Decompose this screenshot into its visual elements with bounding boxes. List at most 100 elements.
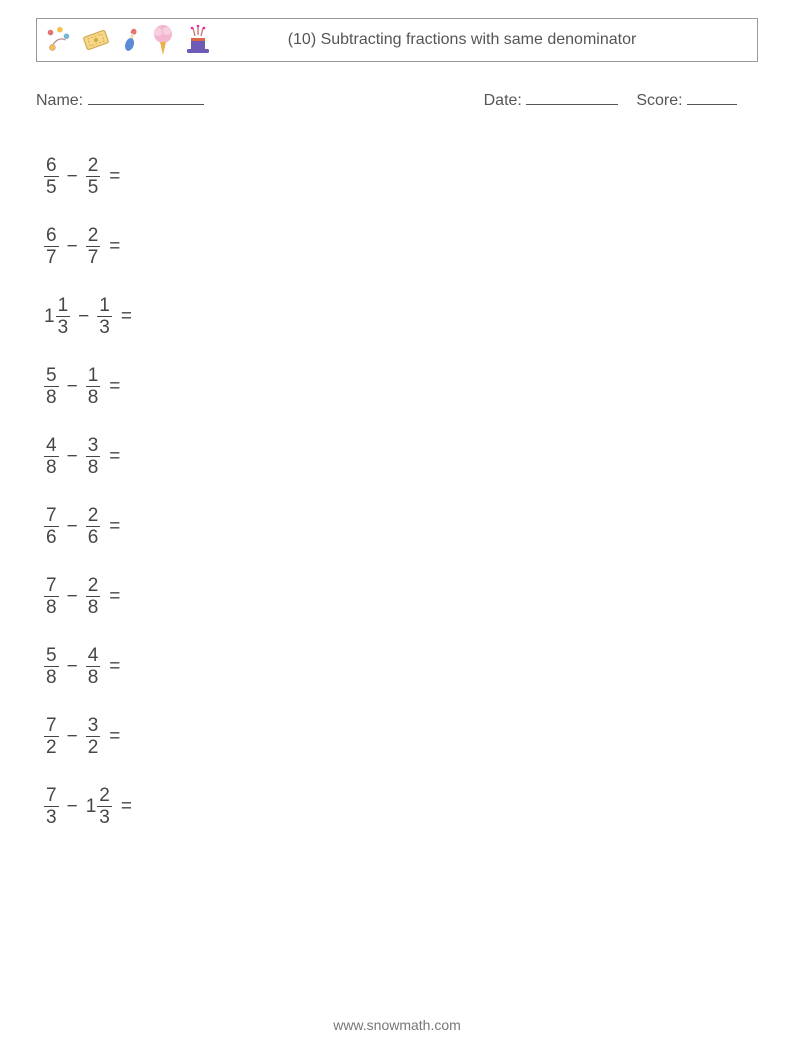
denominator: 8 bbox=[44, 667, 59, 688]
denominator: 8 bbox=[86, 597, 101, 618]
name-blank[interactable] bbox=[88, 88, 204, 105]
numerator: 5 bbox=[44, 365, 59, 386]
minus-operator: − bbox=[67, 796, 78, 818]
fraction: 13 bbox=[56, 295, 71, 338]
minus-operator: − bbox=[67, 656, 78, 678]
numerator: 5 bbox=[44, 645, 59, 666]
minus-operator: − bbox=[67, 446, 78, 468]
denominator: 3 bbox=[97, 807, 112, 828]
numerator: 4 bbox=[44, 435, 59, 456]
minus-operator: − bbox=[78, 306, 89, 328]
minus-operator: − bbox=[67, 586, 78, 608]
denominator: 8 bbox=[86, 667, 101, 688]
numerator: 4 bbox=[86, 645, 101, 666]
name-label: Name: bbox=[36, 92, 83, 109]
whole-number: 1 bbox=[86, 796, 97, 818]
numerator: 3 bbox=[86, 435, 101, 456]
fraction: 18 bbox=[86, 365, 101, 408]
fraction: 26 bbox=[86, 505, 101, 548]
fraction: 23 bbox=[97, 785, 112, 828]
problem-row: 67−27= bbox=[44, 212, 758, 282]
numerator: 7 bbox=[44, 785, 59, 806]
header: (10) Subtracting fractions with same den… bbox=[36, 18, 758, 62]
equals-sign: = bbox=[109, 166, 120, 188]
denominator: 3 bbox=[97, 317, 112, 338]
numerator: 2 bbox=[97, 785, 112, 806]
minus-operator: − bbox=[67, 516, 78, 538]
denominator: 8 bbox=[86, 387, 101, 408]
problem-row: 76−26= bbox=[44, 492, 758, 562]
problem-row: 58−18= bbox=[44, 352, 758, 422]
footer-url: www.snowmath.com bbox=[0, 1017, 794, 1033]
whole-number: 1 bbox=[44, 306, 55, 328]
denominator: 8 bbox=[44, 387, 59, 408]
numerator: 2 bbox=[86, 225, 101, 246]
fraction: 27 bbox=[86, 225, 101, 268]
score-label: Score: bbox=[636, 92, 682, 109]
fraction: 65 bbox=[44, 155, 59, 198]
equals-sign: = bbox=[109, 726, 120, 748]
numerator: 1 bbox=[56, 295, 71, 316]
juggling-icon bbox=[43, 25, 73, 55]
minus-operator: − bbox=[67, 376, 78, 398]
fraction: 13 bbox=[97, 295, 112, 338]
numerator: 1 bbox=[97, 295, 112, 316]
fraction: 48 bbox=[44, 435, 59, 478]
fraction: 28 bbox=[86, 575, 101, 618]
problem-row: 113−13= bbox=[44, 282, 758, 352]
header-icons bbox=[43, 23, 213, 57]
meta-row: Name: Date: Score: bbox=[36, 88, 758, 110]
fraction: 32 bbox=[86, 715, 101, 758]
name-field: Name: bbox=[36, 88, 484, 110]
numerator: 1 bbox=[86, 365, 101, 386]
denominator: 6 bbox=[86, 527, 101, 548]
problem-row: 78−28= bbox=[44, 562, 758, 632]
numerator: 7 bbox=[44, 505, 59, 526]
numerator: 6 bbox=[44, 155, 59, 176]
worksheet-page: (10) Subtracting fractions with same den… bbox=[0, 0, 794, 1053]
problem-row: 73−123= bbox=[44, 772, 758, 842]
denominator: 7 bbox=[86, 247, 101, 268]
date-field: Date: bbox=[484, 88, 619, 110]
equals-sign: = bbox=[109, 376, 120, 398]
cotton-candy-icon bbox=[149, 23, 177, 57]
denominator: 7 bbox=[44, 247, 59, 268]
equals-sign: = bbox=[109, 516, 120, 538]
problem-row: 72−32= bbox=[44, 702, 758, 772]
equals-sign: = bbox=[109, 446, 120, 468]
equals-sign: = bbox=[109, 656, 120, 678]
minus-operator: − bbox=[67, 726, 78, 748]
denominator: 3 bbox=[56, 317, 71, 338]
denominator: 3 bbox=[44, 807, 59, 828]
denominator: 5 bbox=[86, 177, 101, 198]
equals-sign: = bbox=[109, 236, 120, 258]
denominator: 5 bbox=[44, 177, 59, 198]
fraction: 78 bbox=[44, 575, 59, 618]
problem-list: 65−25=67−27=113−13=58−18=48−38=76−26=78−… bbox=[36, 142, 758, 842]
fraction: 25 bbox=[86, 155, 101, 198]
fraction: 76 bbox=[44, 505, 59, 548]
equals-sign: = bbox=[109, 586, 120, 608]
score-field: Score: bbox=[636, 88, 737, 110]
equals-sign: = bbox=[121, 306, 132, 328]
numerator: 2 bbox=[86, 575, 101, 596]
denominator: 8 bbox=[44, 597, 59, 618]
minus-operator: − bbox=[67, 236, 78, 258]
numerator: 7 bbox=[44, 715, 59, 736]
ticket-icon bbox=[79, 25, 113, 55]
date-label: Date: bbox=[484, 92, 522, 109]
fraction: 58 bbox=[44, 645, 59, 688]
fraction: 38 bbox=[86, 435, 101, 478]
fraction: 72 bbox=[44, 715, 59, 758]
denominator: 2 bbox=[86, 737, 101, 758]
date-blank[interactable] bbox=[526, 88, 618, 105]
magic-hat-icon bbox=[183, 24, 213, 56]
problem-row: 65−25= bbox=[44, 142, 758, 212]
denominator: 6 bbox=[44, 527, 59, 548]
worksheet-title: (10) Subtracting fractions with same den… bbox=[213, 31, 751, 49]
numerator: 2 bbox=[86, 155, 101, 176]
problem-row: 48−38 = bbox=[44, 422, 758, 492]
equals-sign: = bbox=[121, 796, 132, 818]
numerator: 2 bbox=[86, 505, 101, 526]
score-blank[interactable] bbox=[687, 88, 737, 105]
